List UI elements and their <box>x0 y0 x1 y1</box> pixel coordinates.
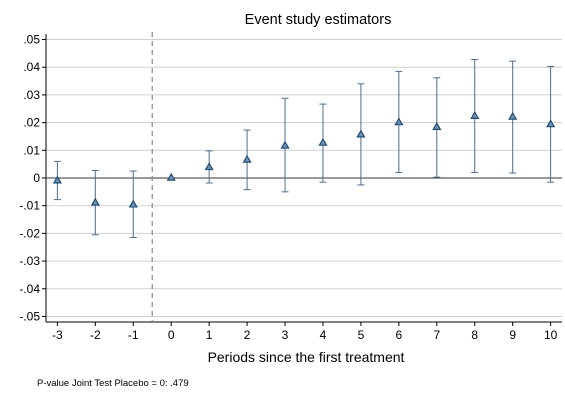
point-estimates <box>52 110 556 208</box>
point-marker <box>52 175 62 184</box>
x-tick-label: 4 <box>320 328 327 342</box>
x-tick-labels: -3 -2 -1 0 1 2 3 4 5 6 7 8 9 10 <box>52 328 558 342</box>
x-tick-label: -3 <box>52 328 63 342</box>
point-marker <box>432 122 442 131</box>
x-tick-label: 7 <box>433 328 440 342</box>
x-tick-label: 6 <box>396 328 403 342</box>
y-tick-label: .04 <box>23 60 40 74</box>
y-tick-label: .01 <box>23 143 40 157</box>
x-tick-label: 10 <box>544 328 558 342</box>
y-tick-label: -.01 <box>19 199 40 213</box>
y-tick-label: .03 <box>23 88 40 102</box>
x-tick-label: 3 <box>282 328 289 342</box>
y-tick-label: .05 <box>23 33 40 47</box>
axes <box>42 34 562 326</box>
x-tick-label: 9 <box>509 328 516 342</box>
point-marker <box>470 110 480 119</box>
y-tick-label: -.02 <box>19 226 40 240</box>
point-marker <box>356 129 366 138</box>
point-marker <box>394 117 404 126</box>
point-marker <box>204 162 214 171</box>
y-tick-label: -.03 <box>19 254 40 268</box>
x-axis-title: Periods since the first treatment <box>208 349 405 365</box>
confidence-intervals <box>53 58 555 239</box>
x-tick-label: 0 <box>168 328 175 342</box>
chart-title: Event study estimators <box>245 12 392 28</box>
y-tick-label: 0 <box>33 171 40 185</box>
point-marker <box>318 137 328 146</box>
x-tick-label: -1 <box>128 328 139 342</box>
y-tick-label: .02 <box>23 116 40 130</box>
point-marker <box>280 140 290 149</box>
chart-note: P-value Joint Test Placebo = 0: .479 <box>37 378 189 389</box>
y-tick-label: -.04 <box>19 282 40 296</box>
point-marker <box>90 197 100 206</box>
x-tick-label: 1 <box>206 328 213 342</box>
point-marker <box>166 172 176 181</box>
x-tick-label: 5 <box>358 328 365 342</box>
x-tick-label: -2 <box>90 328 101 342</box>
x-tick-label: 8 <box>471 328 478 342</box>
point-marker <box>546 119 556 128</box>
x-tick-label: 2 <box>244 328 251 342</box>
point-marker <box>508 111 518 120</box>
y-tick-label: -.05 <box>19 309 40 323</box>
point-marker <box>242 154 252 163</box>
y-tick-labels: .05 .04 .03 .02 .01 0 -.01 -.02 -.03 -.04 -.05 <box>19 33 40 324</box>
reference-lines <box>46 32 562 322</box>
point-marker <box>128 199 138 208</box>
